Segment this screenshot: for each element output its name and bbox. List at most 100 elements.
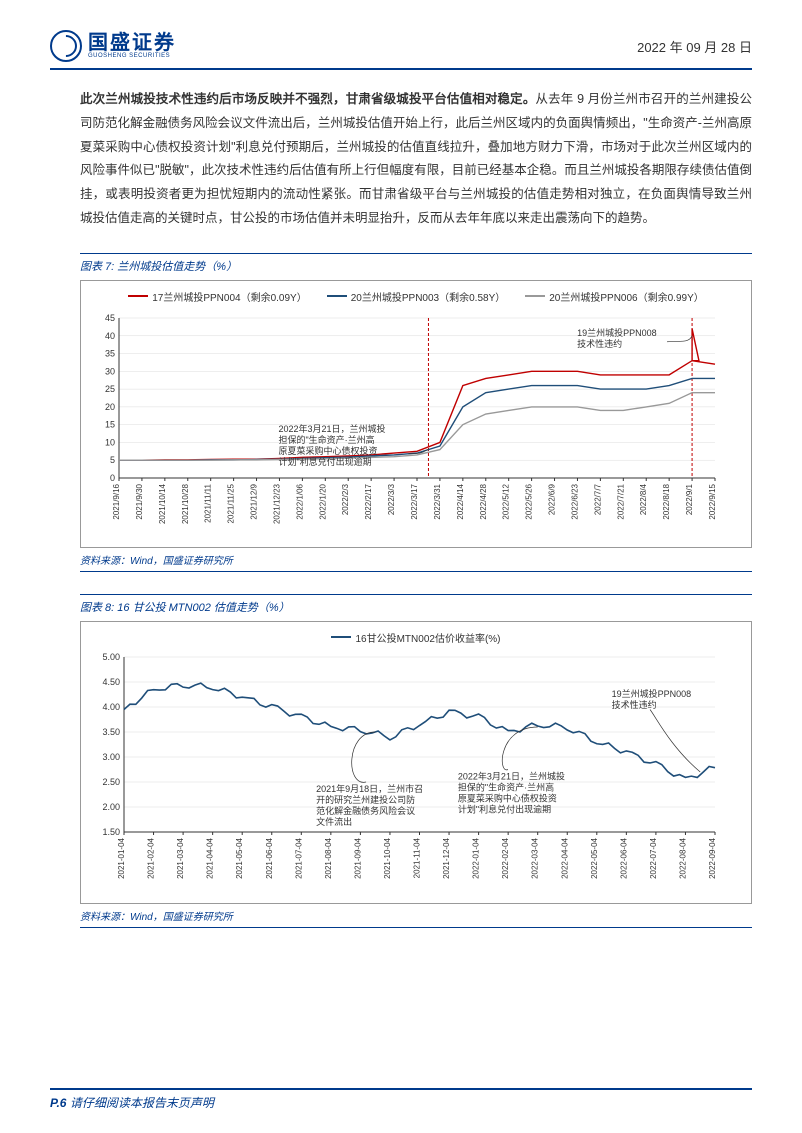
svg-text:2021/10/28: 2021/10/28 — [181, 483, 190, 524]
company-logo-icon — [50, 30, 82, 62]
svg-text:1.50: 1.50 — [102, 827, 120, 837]
svg-text:2022-05-04: 2022-05-04 — [590, 837, 599, 878]
svg-text:2021-07-04: 2021-07-04 — [294, 837, 303, 878]
svg-text:40: 40 — [105, 330, 115, 340]
svg-text:2022/5/12: 2022/5/12 — [502, 483, 511, 519]
svg-text:5: 5 — [110, 455, 115, 465]
svg-text:2.00: 2.00 — [102, 802, 120, 812]
svg-text:技术性违约: 技术性违约 — [612, 699, 657, 710]
svg-text:2021-02-04: 2021-02-04 — [147, 837, 156, 878]
svg-text:2021-03-04: 2021-03-04 — [176, 837, 185, 878]
chart7-legend: 17兰州城投PPN004（剩余0.09Y） 20兰州城投PPN003（剩余0.58… — [89, 289, 743, 304]
svg-text:45: 45 — [105, 313, 115, 323]
svg-text:2022/2/17: 2022/2/17 — [364, 483, 373, 519]
svg-text:4.00: 4.00 — [102, 702, 120, 712]
svg-text:计划"利息兑付出现逾期: 计划"利息兑付出现逾期 — [278, 455, 371, 466]
svg-text:2022年3月21日，兰州城投: 2022年3月21日，兰州城投 — [278, 422, 385, 433]
svg-text:4.50: 4.50 — [102, 677, 120, 687]
svg-text:2022-08-04: 2022-08-04 — [678, 837, 687, 878]
report-header: 国盛证券 GUOSHENG SECURITIES 2022 年 09 月 28 … — [50, 30, 752, 70]
paragraph-bold: 此次兰州城投技术性违约后市场反映并不强烈，甘肃省级城投平台估值相对稳定。 — [80, 92, 536, 106]
svg-text:20: 20 — [105, 401, 115, 411]
svg-text:2022/9/1: 2022/9/1 — [685, 483, 694, 515]
svg-text:2022/3/31: 2022/3/31 — [433, 483, 442, 519]
svg-text:2021/9/16: 2021/9/16 — [112, 483, 121, 519]
chart8-container: 16甘公投MTN002估价收益率(%) 1.50 2.00 2.50 3.00 3.50… — [80, 621, 752, 904]
svg-text:2022/4/28: 2022/4/28 — [479, 483, 488, 519]
svg-text:2022-04-04: 2022-04-04 — [560, 837, 569, 878]
svg-text:2021/9/30: 2021/9/30 — [135, 483, 144, 519]
svg-text:2022/6/23: 2022/6/23 — [570, 483, 579, 519]
svg-text:2021/11/11: 2021/11/11 — [204, 483, 213, 522]
svg-text:19兰州城投PPN008: 19兰州城投PPN008 — [612, 688, 692, 699]
chart8-svg: 1.50 2.00 2.50 3.00 3.50 4.00 4.50 5.00 2021-01-… — [89, 649, 725, 894]
svg-text:15: 15 — [105, 419, 115, 429]
svg-text:10: 10 — [105, 437, 115, 447]
svg-text:3.50: 3.50 — [102, 727, 120, 737]
legend-item: 20兰州城投PPN003（剩余0.58Y） — [327, 289, 506, 304]
footer-disclaimer: 请仔细阅读本报告末页声明 — [70, 1096, 214, 1110]
svg-text:2021/12/9: 2021/12/9 — [250, 483, 259, 519]
report-date: 2022 年 09 月 28 日 — [637, 37, 752, 56]
legend-item: 17兰州城投PPN004（剩余0.09Y） — [128, 289, 307, 304]
svg-text:计划"利息兑付出现逾期: 计划"利息兑付出现逾期 — [458, 803, 551, 814]
svg-text:2022/6/9: 2022/6/9 — [548, 483, 557, 515]
logo-en: GUOSHENG SECURITIES — [88, 53, 176, 59]
legend-item: 16甘公投MTN002估价收益率(%) — [331, 630, 500, 645]
svg-text:2022/3/17: 2022/3/17 — [410, 483, 419, 519]
svg-text:2022/1/06: 2022/1/06 — [295, 483, 304, 519]
svg-text:2022-03-04: 2022-03-04 — [531, 837, 540, 878]
svg-text:2022-06-04: 2022-06-04 — [619, 837, 628, 878]
main-paragraph: 此次兰州城投技术性违约后市场反映并不强烈，甘肃省级城投平台估值相对稳定。从去年 … — [80, 88, 752, 231]
svg-text:技术性违约: 技术性违约 — [577, 337, 622, 348]
chart7-svg: 0 5 10 15 20 25 30 35 40 45 2021/9/16 2021/9/30 2021… — [89, 308, 725, 538]
svg-text:2022/4/14: 2022/4/14 — [456, 483, 465, 519]
svg-text:2022/8/18: 2022/8/18 — [662, 483, 671, 519]
svg-text:2022/8/4: 2022/8/4 — [639, 483, 648, 515]
svg-text:3.00: 3.00 — [102, 752, 120, 762]
svg-text:2021-09-04: 2021-09-04 — [353, 837, 362, 878]
svg-text:2022-02-04: 2022-02-04 — [501, 837, 510, 878]
svg-text:原夏菜采购中心债权投资: 原夏菜采购中心债权投资 — [278, 444, 377, 455]
chart8-title: 图表 8: 16 甘公投 MTN002 估值走势（%） — [80, 594, 752, 615]
svg-text:2021/11/25: 2021/11/25 — [227, 483, 236, 523]
svg-text:2022-07-04: 2022-07-04 — [649, 837, 658, 878]
svg-text:30: 30 — [105, 366, 115, 376]
svg-text:担保的"生命资产·兰州高: 担保的"生命资产·兰州高 — [458, 781, 554, 792]
svg-text:开的研究兰州建投公司防: 开的研究兰州建投公司防 — [316, 794, 415, 805]
chart7-source: 资料来源：Wind，国盛证券研究所 — [80, 552, 752, 572]
svg-text:文件流出: 文件流出 — [316, 816, 352, 827]
svg-text:19兰州城投PPN008: 19兰州城投PPN008 — [577, 326, 657, 337]
svg-text:2021-04-04: 2021-04-04 — [206, 837, 215, 878]
svg-text:2021-08-04: 2021-08-04 — [324, 837, 333, 878]
svg-text:2022/1/20: 2022/1/20 — [318, 483, 327, 519]
svg-text:5.00: 5.00 — [102, 652, 120, 662]
paragraph-rest: 从去年 9 月份兰州市召开的兰州建投公司防范化解金融债务风险会议文件流出后，兰州… — [80, 92, 752, 225]
page-footer: P.6 请仔细阅读本报告末页声明 — [50, 1088, 752, 1111]
svg-text:2022/3/3: 2022/3/3 — [387, 483, 396, 515]
svg-text:25: 25 — [105, 384, 115, 394]
svg-text:2021-11-04: 2021-11-04 — [413, 837, 422, 878]
svg-text:2021-06-04: 2021-06-04 — [265, 837, 274, 878]
svg-text:范化解金融债务风险会议: 范化解金融债务风险会议 — [316, 805, 415, 816]
page-number: P.6 — [50, 1096, 66, 1110]
svg-text:0: 0 — [110, 473, 115, 483]
svg-text:2.50: 2.50 — [102, 777, 120, 787]
chart8-legend: 16甘公投MTN002估价收益率(%) — [89, 630, 743, 645]
svg-text:2022/7/21: 2022/7/21 — [616, 483, 625, 519]
svg-text:2021-10-04: 2021-10-04 — [383, 837, 392, 878]
svg-text:2021/10/14: 2021/10/14 — [158, 483, 167, 524]
legend-item: 20兰州城投PPN006（剩余0.99Y） — [525, 289, 704, 304]
svg-text:2021-05-04: 2021-05-04 — [235, 837, 244, 878]
svg-text:2022/2/3: 2022/2/3 — [341, 483, 350, 515]
chart7-title: 图表 7: 兰州城投估值走势（%） — [80, 253, 752, 274]
logo-area: 国盛证券 GUOSHENG SECURITIES — [50, 30, 176, 62]
svg-text:2022-09-04: 2022-09-04 — [708, 837, 717, 878]
svg-text:2022-01-04: 2022-01-04 — [472, 837, 481, 878]
svg-text:2022年3月21日，兰州城投: 2022年3月21日，兰州城投 — [458, 770, 565, 781]
chart7-container: 17兰州城投PPN004（剩余0.09Y） 20兰州城投PPN003（剩余0.58… — [80, 280, 752, 548]
svg-text:2021-01-04: 2021-01-04 — [117, 837, 126, 878]
svg-text:担保的"生命资产·兰州高: 担保的"生命资产·兰州高 — [278, 433, 374, 444]
svg-text:原夏菜采购中心债权投资: 原夏菜采购中心债权投资 — [458, 792, 557, 803]
svg-text:35: 35 — [105, 348, 115, 358]
